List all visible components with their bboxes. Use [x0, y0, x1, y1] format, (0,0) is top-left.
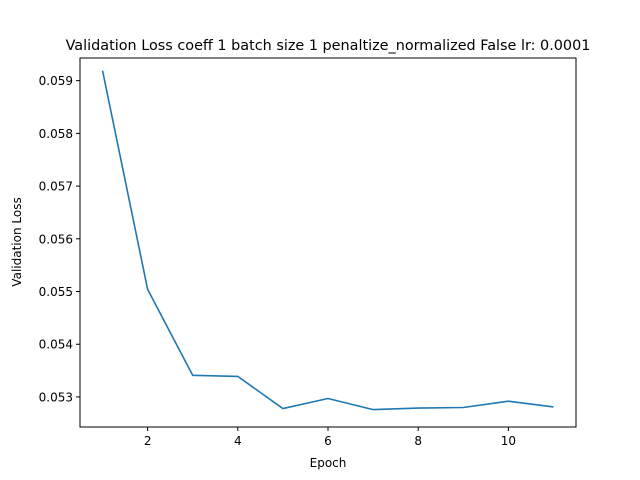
x-tick-label: 4 — [234, 434, 242, 448]
x-axis-label: Epoch — [310, 456, 347, 470]
y-tick-label: 0.059 — [39, 74, 73, 88]
chart-title: Validation Loss coeff 1 batch size 1 pen… — [66, 38, 591, 54]
y-tick-label: 0.054 — [39, 338, 73, 352]
y-tick-label: 0.053 — [39, 390, 73, 404]
y-tick-label: 0.056 — [39, 232, 73, 246]
x-axis-ticks: 2 4 6 8 10 — [144, 427, 516, 448]
x-tick-label: 2 — [144, 434, 152, 448]
x-tick-label: 6 — [324, 434, 332, 448]
x-tick-label: 10 — [501, 434, 516, 448]
y-tick-label: 0.055 — [39, 285, 73, 299]
series-layer — [101, 70, 554, 411]
y-axis-label: Validation Loss — [10, 197, 24, 286]
x-tick-label: 8 — [414, 434, 422, 448]
plot-area: 2 4 6 8 10 0.0530.0540.0550.0560.0570.0580.0… — [39, 57, 577, 448]
plot-frame — [79, 57, 577, 428]
y-tick-label: 0.057 — [39, 180, 73, 194]
y-axis-ticks: 0.053 0.054 0.055 0.056 0.057 0.058 0.059 — [39, 74, 80, 404]
y-tick-label: 0.058 — [39, 127, 73, 141]
series-line — [101, 70, 554, 411]
